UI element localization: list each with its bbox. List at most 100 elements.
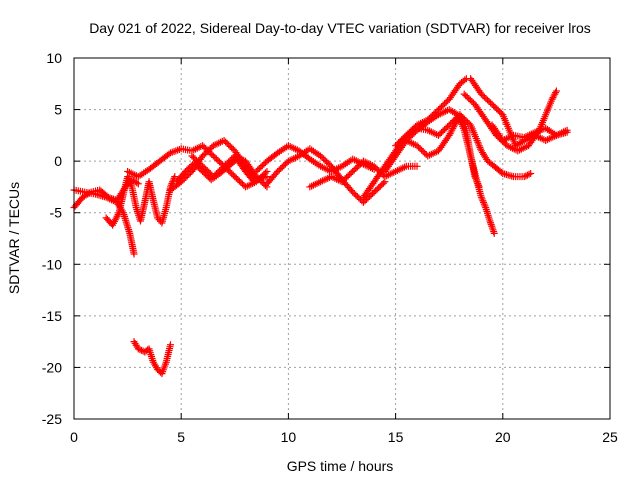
data-point	[480, 198, 488, 206]
data-point	[460, 90, 468, 98]
data-point	[196, 159, 204, 167]
data-point	[343, 173, 351, 181]
data-point	[482, 95, 490, 103]
y-tick-label: 10	[46, 50, 62, 66]
data-point	[472, 174, 480, 182]
data-point	[367, 191, 375, 199]
data-point	[217, 165, 225, 173]
data-point	[254, 174, 262, 182]
x-tick-label: 15	[388, 429, 404, 445]
data-point	[202, 149, 210, 157]
data-point	[485, 97, 493, 105]
data-point	[235, 177, 243, 185]
data-point	[352, 165, 360, 173]
data-point	[197, 161, 205, 169]
data-point	[439, 101, 447, 109]
data-point	[465, 95, 473, 103]
data-point	[203, 167, 211, 175]
data-point	[487, 99, 495, 107]
series-track-09	[263, 145, 389, 206]
data-point	[416, 145, 424, 153]
data-point	[461, 76, 469, 84]
data-point	[525, 170, 533, 178]
data-point	[209, 173, 217, 181]
data-point	[479, 197, 487, 205]
data-point	[551, 90, 559, 98]
data-point	[188, 152, 196, 160]
data-point	[479, 92, 487, 100]
data-point	[223, 139, 231, 147]
series-track-10	[306, 157, 421, 191]
data-point	[212, 155, 220, 163]
data-point	[133, 179, 141, 187]
data-point	[219, 164, 227, 172]
data-point	[439, 127, 447, 135]
data-point	[372, 187, 380, 195]
data-point	[250, 178, 258, 186]
data-point	[475, 142, 483, 150]
data-point	[134, 345, 142, 353]
data-point	[444, 123, 452, 131]
data-point	[199, 142, 207, 150]
data-point	[200, 151, 208, 159]
data-point	[166, 341, 174, 349]
data-point	[522, 172, 530, 180]
data-point	[220, 137, 228, 145]
data-point	[280, 162, 288, 170]
data-point	[355, 194, 363, 202]
data-point	[349, 167, 357, 175]
data-point	[496, 108, 504, 116]
data-point	[563, 128, 571, 136]
data-point	[353, 193, 361, 201]
data-point	[231, 173, 239, 181]
series-track-08	[252, 142, 378, 175]
data-point	[277, 165, 285, 173]
data-point	[472, 176, 480, 184]
data-point	[462, 92, 470, 100]
data-point	[493, 105, 501, 113]
data-point	[441, 125, 449, 133]
data-point	[228, 155, 236, 163]
data-point	[378, 181, 386, 189]
y-tick-label: -20	[42, 359, 62, 375]
data-point	[136, 346, 144, 354]
data-point	[234, 176, 242, 184]
data-point	[104, 193, 112, 201]
data-point	[549, 94, 557, 102]
data-point	[520, 173, 528, 181]
data-point	[274, 167, 282, 175]
data-point	[125, 176, 133, 184]
data-point	[258, 162, 266, 170]
y-tick-label: -25	[42, 411, 62, 427]
data-point	[321, 156, 329, 164]
data-point	[527, 170, 535, 178]
data-point	[497, 168, 505, 176]
data-point	[350, 190, 358, 198]
data-point	[229, 171, 237, 179]
data-point	[392, 142, 400, 150]
data-point	[108, 194, 116, 202]
data-point	[350, 166, 358, 174]
data-point	[281, 160, 289, 168]
data-point	[189, 153, 197, 161]
data-point	[370, 162, 378, 170]
data-point	[222, 161, 230, 169]
data-point	[194, 158, 202, 166]
data-point	[338, 178, 346, 186]
data-point	[473, 137, 481, 145]
data-point	[379, 179, 387, 187]
data-point	[249, 176, 257, 184]
data-point	[255, 176, 263, 184]
data-point	[206, 145, 214, 153]
data-point	[238, 180, 246, 188]
data-point	[237, 179, 245, 187]
data-point	[476, 143, 484, 151]
data-point	[487, 221, 495, 229]
data-point	[228, 144, 236, 152]
data-point	[211, 171, 219, 179]
x-tick-label: 0	[70, 429, 78, 445]
data-point	[552, 87, 560, 95]
y-tick-label: 0	[54, 153, 62, 169]
data-point	[214, 168, 222, 176]
data-point	[106, 194, 114, 202]
